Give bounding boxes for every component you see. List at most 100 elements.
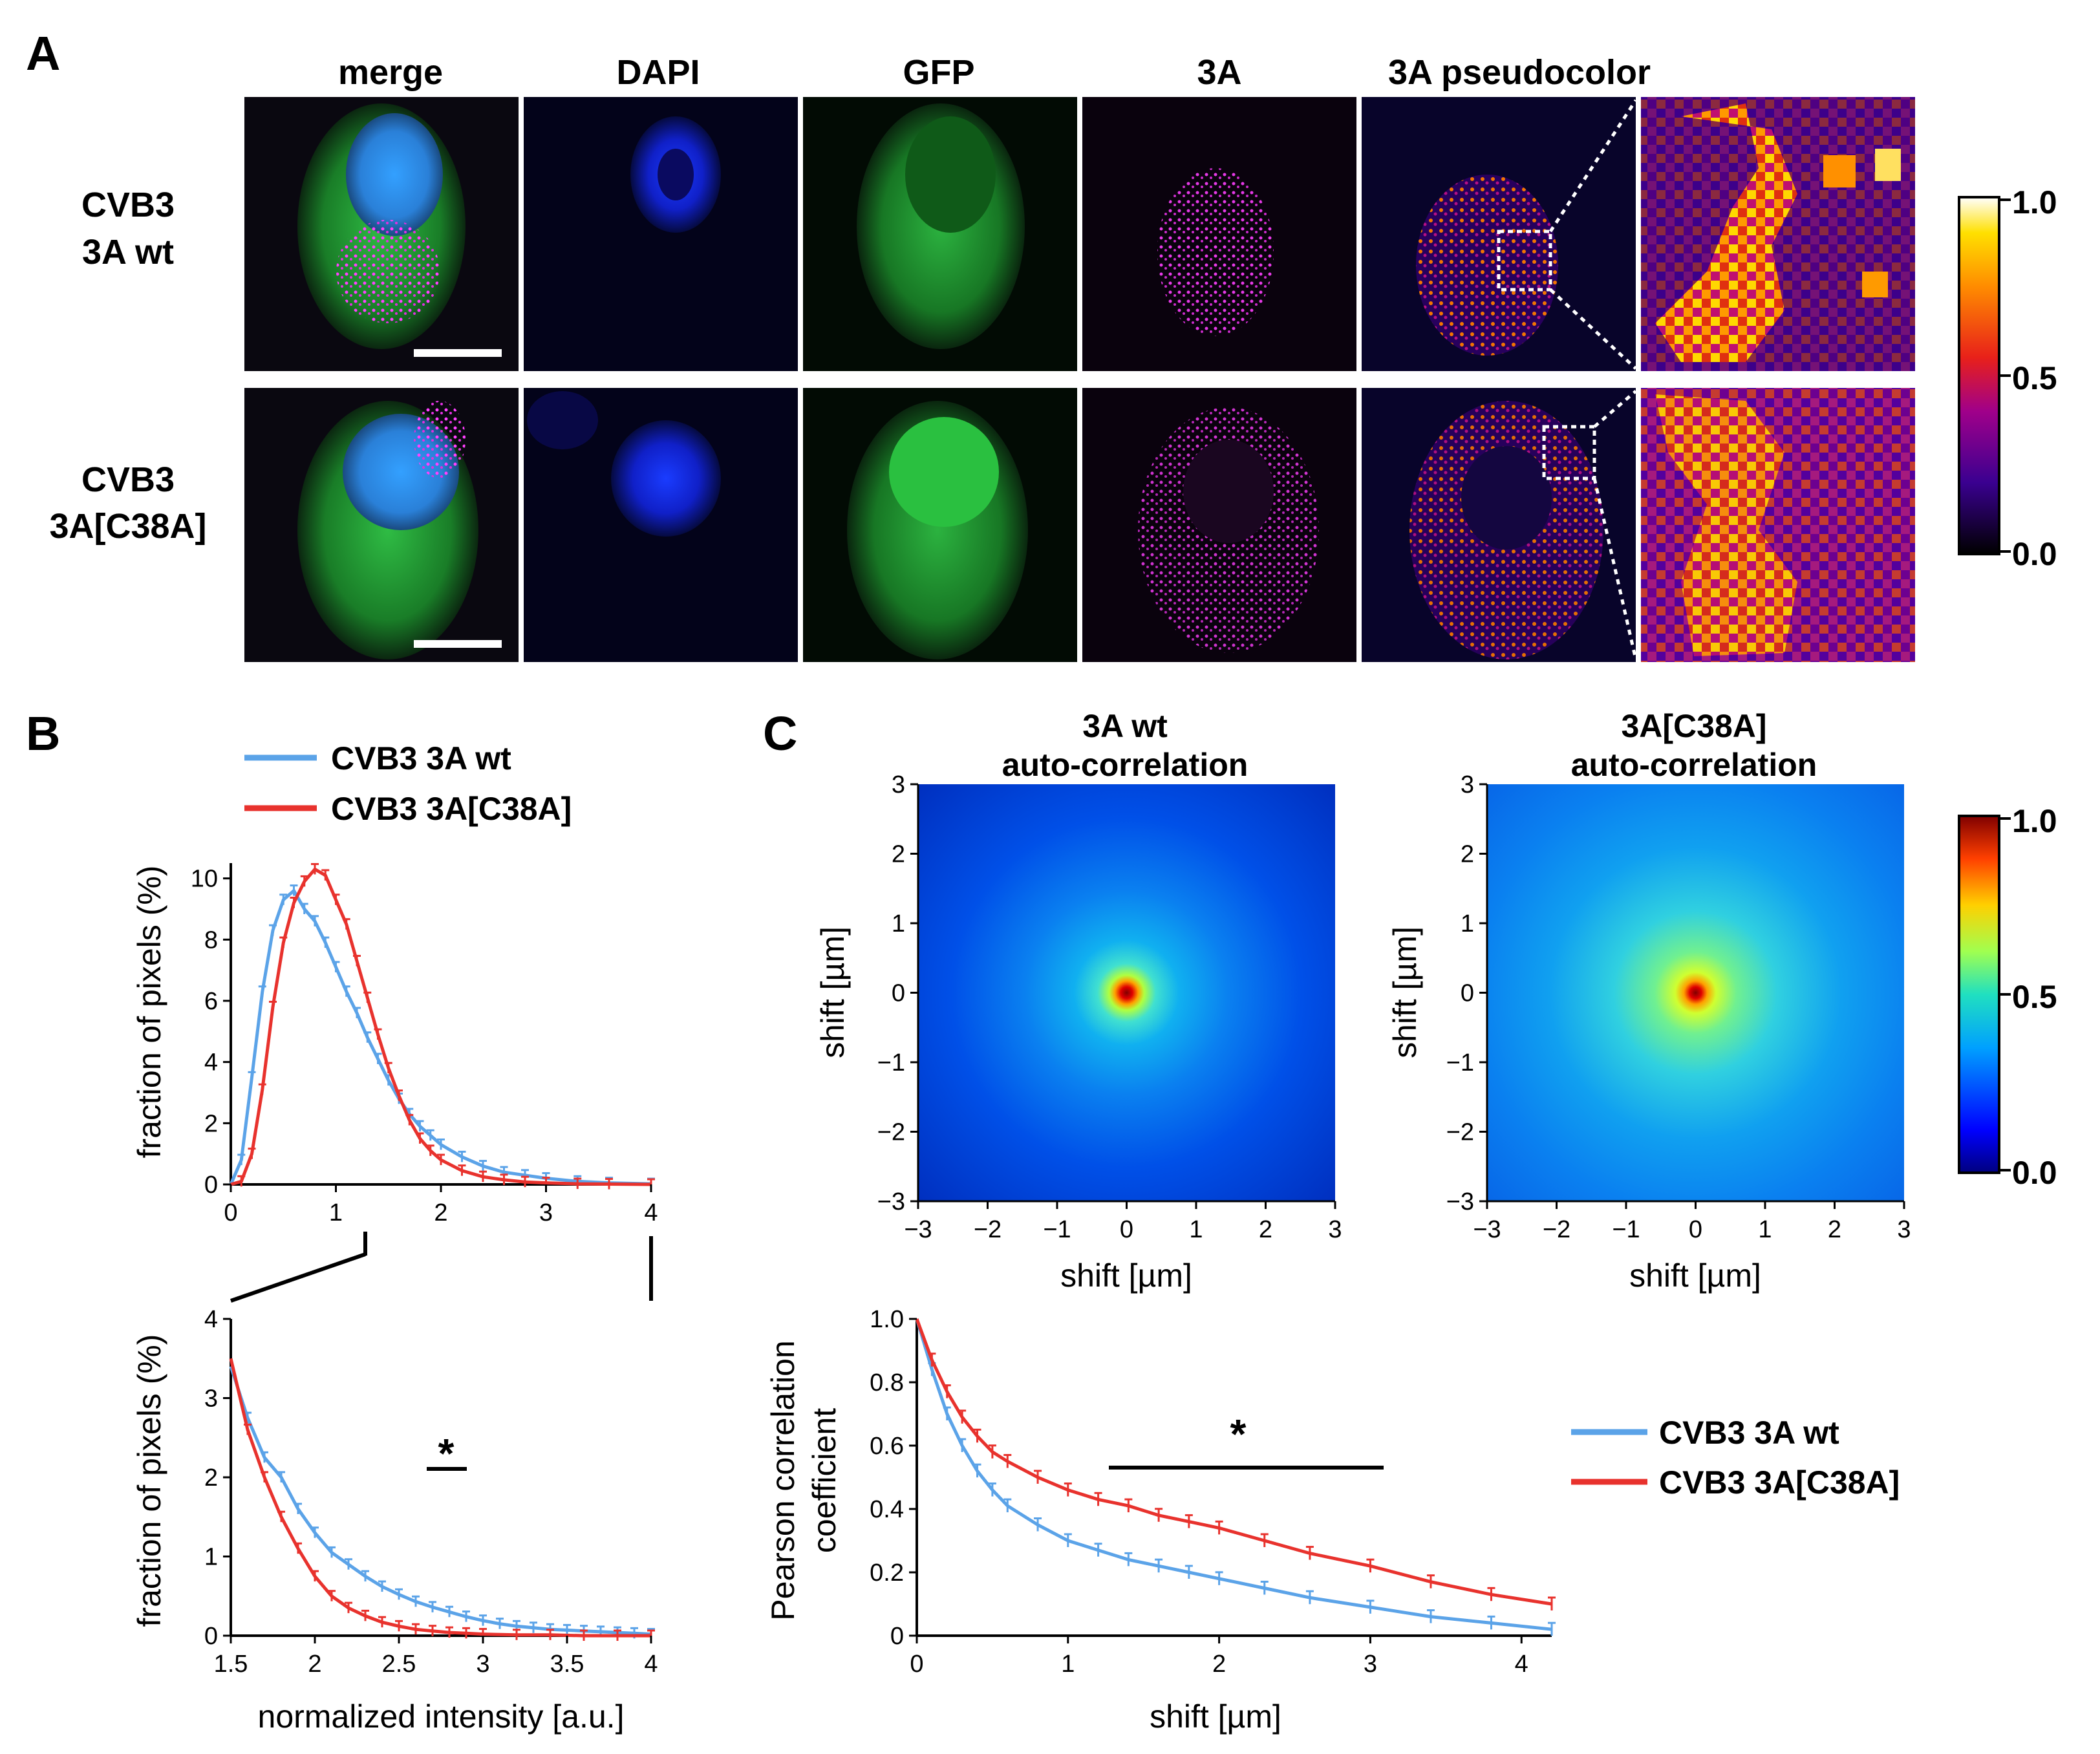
legend-b-label-wt: CVB3 3A wt <box>331 740 511 776</box>
heatmap-wt <box>918 784 1335 1201</box>
y-tick-label: −2 <box>1446 1119 1474 1146</box>
x-tick-label: −1 <box>1612 1216 1640 1243</box>
legend-b-label-c38a: CVB3 3A[C38A] <box>331 791 572 827</box>
y-tick-label: −1 <box>877 1049 905 1076</box>
column-header-gfp: GFP <box>903 53 974 92</box>
x-axis-title: shift [µm] <box>1150 1698 1281 1735</box>
y-tick-label: 2 <box>1461 841 1474 868</box>
y-tick-label: 0.2 <box>870 1559 904 1587</box>
x-axis-title: shift [µm] <box>1060 1257 1192 1294</box>
fire-colorbar-tick-mid: 0.5 <box>2012 360 2057 396</box>
row-header-c38a-line1: CVB3 <box>81 460 175 499</box>
y-tick-label: 2 <box>204 1110 218 1137</box>
fire-colorbar-tick-top: 1.0 <box>2012 184 2057 220</box>
significance-star-c: * <box>1230 1411 1247 1457</box>
row-header-c38a-line2: 3A[C38A] <box>49 507 206 546</box>
x-tick-label: 2 <box>1828 1216 1841 1243</box>
x-axis-title: shift [µm] <box>1629 1257 1761 1294</box>
x-tick-label: 1 <box>329 1199 343 1226</box>
column-header-dapi: DAPI <box>616 53 700 92</box>
jet-colorbar: 1.0 0.5 0.0 <box>1958 803 2057 1191</box>
y-tick-label: 2 <box>204 1464 218 1492</box>
fire-colorbar-tick-bottom: 0.0 <box>2012 536 2057 572</box>
y-tick-label: 4 <box>204 1306 218 1333</box>
x-tick-label: 4 <box>644 1199 658 1226</box>
x-tick-label: −2 <box>1543 1216 1570 1243</box>
x-tick-label: 0 <box>1120 1216 1133 1243</box>
legend-c: CVB3 3A wt CVB3 3A[C38A] <box>1571 1415 1900 1501</box>
jet-colorbar-tick-bottom: 0.0 <box>2012 1155 2057 1191</box>
y-tick-label: 0.6 <box>870 1433 904 1460</box>
y-tick-label: 3 <box>892 771 905 798</box>
x-tick-label: 2 <box>308 1651 321 1678</box>
x-tick-label: 2 <box>434 1199 447 1226</box>
y-tick-label: −3 <box>1446 1188 1474 1215</box>
y-tick-label: 0 <box>204 1171 218 1199</box>
row-header-wt-line1: CVB3 <box>81 186 175 224</box>
x-tick-label: 3 <box>1328 1216 1342 1243</box>
x-tick-label: 3 <box>1364 1651 1377 1678</box>
y-tick-label: 0.4 <box>870 1496 904 1523</box>
y-tick-label: 8 <box>204 926 218 954</box>
x-tick-label: 2.5 <box>382 1651 416 1678</box>
y-tick-label: 3 <box>204 1385 218 1413</box>
y-axis-title: fraction of pixels (%) <box>131 866 167 1159</box>
series-line-0 <box>915 1318 1552 1631</box>
x-tick-label: −2 <box>974 1216 1002 1243</box>
chart-b-bottom: fraction of pixels (%) normalized intens… <box>131 1306 658 1735</box>
column-header-3a-pseudocolor: 3A pseudocolor <box>1388 53 1651 92</box>
x-tick-label: 3 <box>1897 1216 1911 1243</box>
y-tick-label: −2 <box>877 1119 905 1146</box>
zoom-connector-left <box>230 1252 366 1303</box>
panel-label-a: A <box>26 27 60 80</box>
y-axis-title: shift [µm] <box>1387 926 1423 1058</box>
y-tick-label: 10 <box>191 866 218 893</box>
heatmap-c38a <box>1487 784 1904 1201</box>
y-tick-label: 4 <box>204 1049 218 1076</box>
x-tick-label: 0 <box>224 1199 237 1226</box>
jet-colorbar-tick-mid: 0.5 <box>2012 979 2057 1015</box>
y-axis-title-line2: coefficient <box>806 1408 842 1553</box>
micrograph-row-wt <box>244 97 1915 371</box>
series-line-1 <box>230 867 652 1186</box>
x-tick-label: 0 <box>1689 1216 1702 1243</box>
y-axis-title: fraction of pixels (%) <box>131 1334 167 1627</box>
x-tick-label: −3 <box>904 1216 932 1243</box>
y-tick-label: 1 <box>1461 910 1474 937</box>
x-tick-label: 1 <box>1061 1651 1075 1678</box>
x-tick-label: 0 <box>910 1651 923 1678</box>
y-tick-label: −1 <box>1446 1049 1474 1076</box>
y-tick-label: 3 <box>1461 771 1474 798</box>
zoom-box <box>1542 425 1596 480</box>
legend-c-label-wt: CVB3 3A wt <box>1659 1415 1839 1451</box>
heatmap-c38a-group: 3A[C38A] auto-correlation shift [µm] shi… <box>1387 708 1911 1294</box>
heatmap-wt-group: 3A wt auto-correlation shift [µm] shift … <box>815 708 1342 1294</box>
series-line-0 <box>229 1365 652 1636</box>
x-tick-label: 2 <box>1259 1216 1272 1243</box>
y-tick-label: 2 <box>892 841 905 868</box>
chart-b-top: fraction of pixels (%) 0 1 2 3 4 0 2 4 6 8 10 <box>131 862 658 1226</box>
y-tick-label: −3 <box>877 1188 905 1215</box>
x-tick-label: 4 <box>1515 1651 1528 1678</box>
x-tick-label: 1 <box>1758 1216 1772 1243</box>
row-header-wt-line2: 3A wt <box>82 233 174 272</box>
x-tick-label: 3 <box>539 1199 553 1226</box>
fire-colorbar: 1.0 0.5 0.0 <box>1958 184 2057 572</box>
x-tick-label: 4 <box>644 1651 658 1678</box>
y-tick-label: 1.0 <box>870 1306 904 1333</box>
y-tick-label: 1 <box>892 910 905 937</box>
y-tick-label: 0 <box>1461 980 1474 1007</box>
y-tick-label: 0.8 <box>870 1369 904 1396</box>
map-title-c38a-line2: auto-correlation <box>1571 747 1817 783</box>
legend-c-label-c38a: CVB3 3A[C38A] <box>1659 1464 1900 1501</box>
x-tick-label: 1 <box>1189 1216 1203 1243</box>
panel-label-b: B <box>26 707 60 760</box>
y-axis-title-line1: Pearson correlation <box>765 1340 801 1621</box>
x-axis-title: normalized intensity [a.u.] <box>258 1698 625 1735</box>
map-title-wt-line1: 3A wt <box>1082 708 1168 744</box>
map-title-wt-line2: auto-correlation <box>1002 747 1248 783</box>
x-tick-label: 3.5 <box>550 1651 584 1678</box>
map-title-c38a-line1: 3A[C38A] <box>1621 708 1766 744</box>
y-tick-label: 0 <box>892 980 905 1007</box>
